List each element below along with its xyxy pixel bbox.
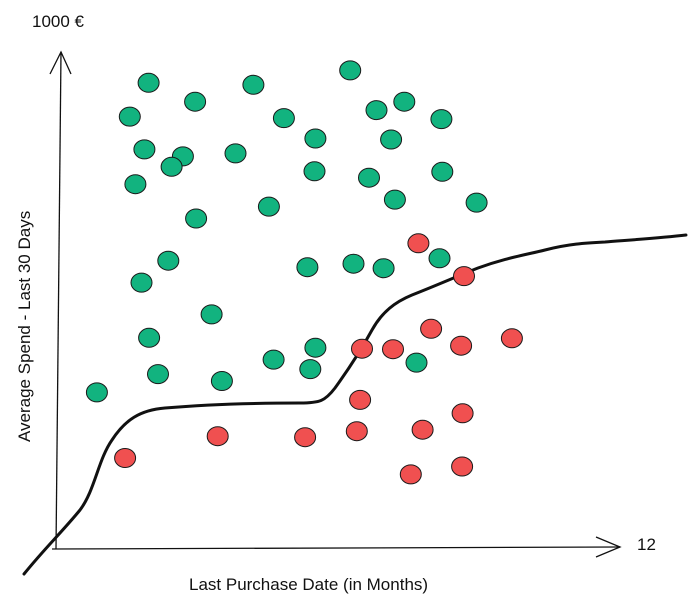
green-point	[299, 359, 322, 380]
green-point	[465, 192, 488, 213]
red-point	[420, 318, 443, 339]
green-point	[85, 382, 108, 403]
green-point	[184, 91, 207, 112]
green-point	[304, 337, 327, 358]
y-axis-max-label: 1000 €	[32, 12, 85, 31]
green-point	[380, 129, 403, 150]
x-axis-arrowhead	[595, 536, 622, 558]
data-points	[85, 60, 523, 485]
green-point	[372, 258, 395, 279]
red-point	[351, 338, 373, 359]
green-point	[133, 139, 156, 160]
green-point	[428, 248, 451, 269]
red-point	[451, 456, 474, 477]
red-point	[450, 335, 473, 356]
red-point	[500, 328, 523, 349]
y-axis-arrowhead	[49, 50, 72, 75]
green-point	[200, 304, 223, 325]
x-axis-title: Last Purchase Date (in Months)	[189, 575, 428, 594]
red-point	[399, 464, 422, 485]
decision-boundary-line	[22, 233, 688, 576]
red-point	[411, 419, 434, 440]
green-point	[137, 72, 160, 93]
green-point	[224, 143, 247, 164]
red-point	[451, 403, 474, 424]
green-point	[157, 250, 180, 271]
green-point	[430, 109, 453, 130]
green-point	[262, 349, 285, 370]
green-point	[358, 167, 380, 188]
green-point	[304, 128, 327, 149]
green-point	[431, 161, 454, 182]
green-point	[339, 60, 362, 81]
green-point	[210, 371, 233, 391]
red-point	[294, 427, 317, 448]
green-point	[242, 74, 265, 95]
green-point	[130, 272, 153, 293]
red-point	[382, 339, 404, 360]
y-axis-title: Average Spend - Last 30 Days	[15, 211, 34, 442]
green-point	[383, 189, 406, 210]
green-point	[296, 257, 319, 278]
green-point	[272, 108, 295, 129]
y-axis	[55, 51, 62, 550]
x-axis-max-label: 12	[637, 535, 656, 554]
green-point	[118, 106, 141, 127]
red-point	[349, 389, 372, 410]
red-point	[453, 266, 475, 287]
red-point	[407, 233, 430, 254]
red-point	[114, 448, 137, 468]
green-point	[257, 196, 280, 217]
green-point	[147, 364, 169, 385]
x-axis	[51, 546, 621, 550]
green-point	[393, 91, 416, 112]
green-point	[303, 161, 326, 182]
red-point	[206, 426, 229, 447]
green-point	[365, 100, 388, 121]
green-point	[160, 156, 183, 177]
green-point	[405, 352, 428, 373]
green-point	[124, 174, 147, 195]
green-point	[342, 253, 365, 274]
green-point	[185, 208, 208, 229]
red-point	[345, 421, 368, 442]
green-point	[138, 327, 161, 348]
